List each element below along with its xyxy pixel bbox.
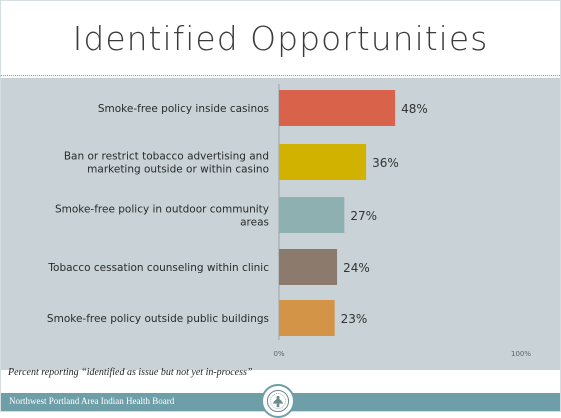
title-divider bbox=[1, 75, 560, 76]
bar-value-label-2: 36% bbox=[372, 156, 399, 170]
category-label-3-line-1: Smoke-free policy in outdoor community bbox=[55, 204, 269, 216]
slide-title: Identified Opportunities bbox=[72, 19, 489, 58]
x-tick-label-1: 0% bbox=[273, 350, 284, 358]
bar-value-label-5: 23% bbox=[341, 312, 368, 326]
category-label-2-line-1: Ban or restrict tobacco advertising and bbox=[64, 151, 269, 163]
bar-1 bbox=[279, 90, 396, 126]
bar-3 bbox=[279, 197, 345, 233]
category-label-5: Smoke-free policy outside public buildin… bbox=[47, 313, 269, 325]
category-label-4: Tobacco cessation counseling within clin… bbox=[47, 262, 269, 274]
bar-chart: 48% Smoke-free policy inside casinos 36% Ba… bbox=[47, 84, 531, 358]
chart-caption: Percent reporting “identified as issue b… bbox=[8, 367, 253, 378]
bar-value-label-1: 48% bbox=[401, 102, 428, 116]
bar-5 bbox=[279, 300, 335, 336]
bar-4 bbox=[279, 249, 338, 285]
bar-value-label-3: 27% bbox=[350, 209, 377, 223]
title-area: Identified Opportunities bbox=[1, 1, 560, 75]
bar-2 bbox=[279, 144, 367, 180]
bar-value-label-4: 24% bbox=[343, 261, 370, 275]
x-tick-label-2: 100% bbox=[511, 350, 531, 358]
footer-text: Northwest Portland Area Indian Health Bo… bbox=[9, 396, 175, 406]
category-label-2-line-2: marketing outside or within casino bbox=[87, 164, 269, 176]
category-label-1: Smoke-free policy inside casinos bbox=[98, 103, 269, 115]
category-label-3-line-2: areas bbox=[240, 217, 269, 229]
seal-logo-icon bbox=[261, 384, 295, 418]
